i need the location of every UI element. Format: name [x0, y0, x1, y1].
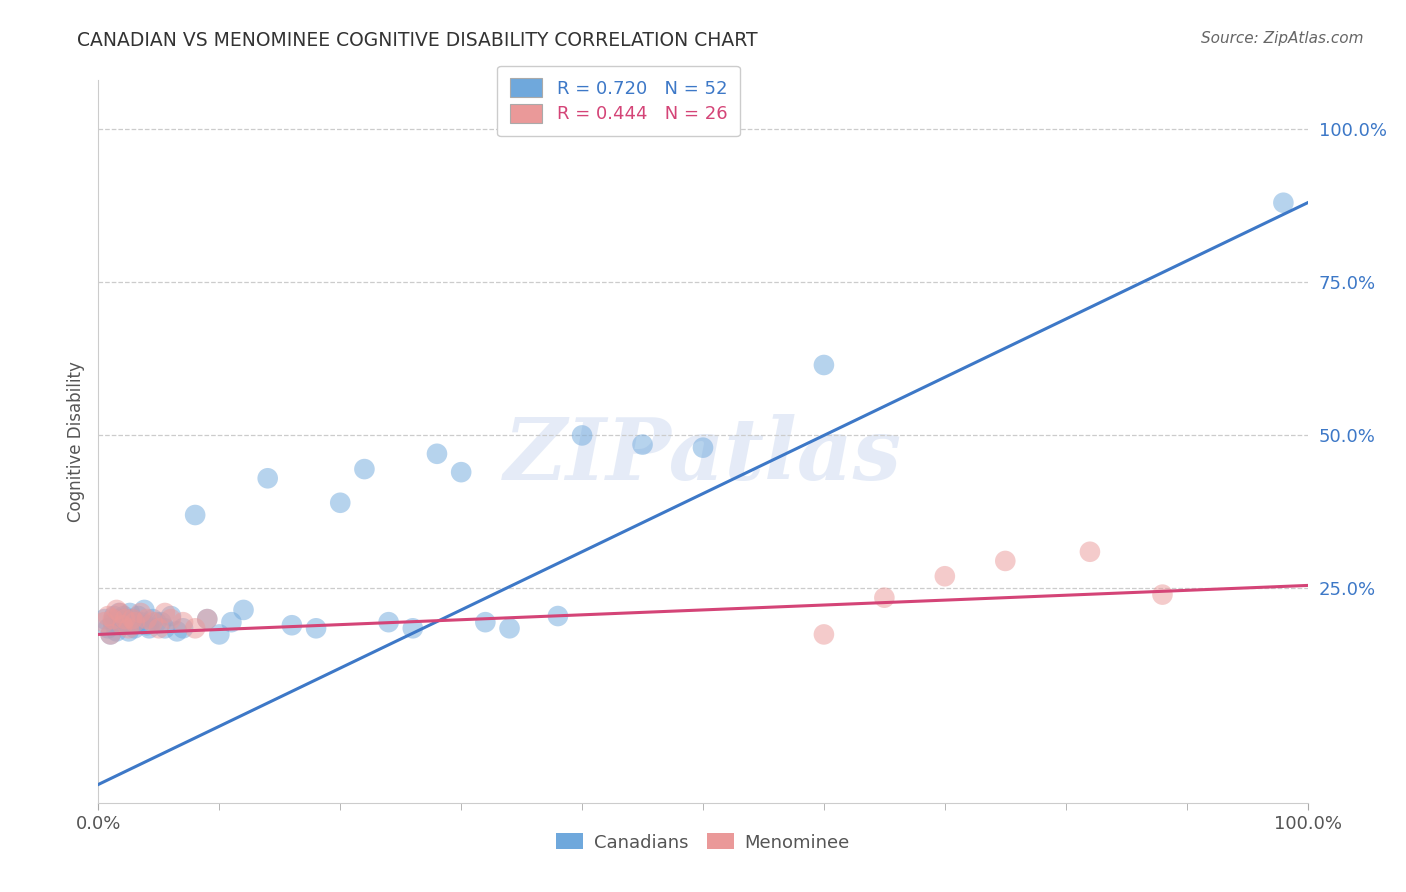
Point — [172, 621, 194, 635]
Point — [402, 621, 425, 635]
Point — [195, 612, 218, 626]
Point — [208, 627, 231, 641]
Point — [631, 437, 654, 451]
Point — [108, 606, 131, 620]
Point — [873, 591, 896, 605]
Point — [934, 569, 956, 583]
Point — [142, 615, 165, 630]
Point — [112, 609, 135, 624]
Point — [329, 496, 352, 510]
Point — [1078, 545, 1101, 559]
Point — [100, 627, 122, 641]
Point — [93, 612, 115, 626]
Point — [115, 615, 138, 630]
Point — [547, 609, 569, 624]
Point — [813, 358, 835, 372]
Point — [101, 612, 124, 626]
Point — [124, 615, 146, 630]
Point — [121, 612, 143, 626]
Point — [1272, 195, 1295, 210]
Point — [232, 603, 254, 617]
Point — [184, 508, 207, 522]
Point — [450, 465, 472, 479]
Y-axis label: Cognitive Disability: Cognitive Disability — [66, 361, 84, 522]
Point — [108, 606, 131, 620]
Point — [134, 603, 156, 617]
Point — [127, 615, 149, 630]
Point — [124, 621, 146, 635]
Point — [377, 615, 399, 630]
Point — [138, 621, 160, 635]
Point — [172, 615, 194, 630]
Point — [114, 612, 136, 626]
Point — [93, 615, 115, 630]
Point — [195, 612, 218, 626]
Point — [118, 624, 141, 639]
Point — [184, 621, 207, 635]
Point — [153, 606, 176, 620]
Point — [994, 554, 1017, 568]
Text: CANADIAN VS MENOMINEE COGNITIVE DISABILITY CORRELATION CHART: CANADIAN VS MENOMINEE COGNITIVE DISABILI… — [77, 31, 758, 50]
Point — [813, 627, 835, 641]
Point — [160, 609, 183, 624]
Point — [100, 627, 122, 641]
Point — [281, 618, 304, 632]
Point — [105, 603, 128, 617]
Point — [498, 621, 520, 635]
Point — [150, 615, 173, 630]
Point — [108, 618, 131, 632]
Point — [153, 621, 176, 635]
Point — [118, 621, 141, 635]
Point — [256, 471, 278, 485]
Point — [148, 621, 170, 635]
Point — [1152, 588, 1174, 602]
Point — [97, 621, 120, 635]
Point — [121, 612, 143, 626]
Point — [166, 624, 188, 639]
Point — [97, 609, 120, 624]
Point — [571, 428, 593, 442]
Point — [305, 621, 328, 635]
Legend: Canadians, Menominee: Canadians, Menominee — [548, 826, 858, 859]
Point — [114, 612, 136, 626]
Point — [692, 441, 714, 455]
Point — [101, 615, 124, 630]
Point — [107, 612, 129, 626]
Point — [145, 615, 167, 630]
Point — [474, 615, 496, 630]
Text: Source: ZipAtlas.com: Source: ZipAtlas.com — [1201, 31, 1364, 46]
Point — [129, 615, 152, 630]
Point — [221, 615, 243, 630]
Point — [135, 612, 157, 626]
Point — [353, 462, 375, 476]
Point — [111, 615, 134, 630]
Point — [111, 618, 134, 632]
Point — [160, 612, 183, 626]
Point — [142, 612, 165, 626]
Point — [103, 609, 125, 624]
Point — [118, 606, 141, 620]
Point — [426, 447, 449, 461]
Text: ZIPatlas: ZIPatlas — [503, 414, 903, 498]
Point — [127, 609, 149, 624]
Point — [135, 618, 157, 632]
Point — [129, 606, 152, 620]
Point — [105, 624, 128, 639]
